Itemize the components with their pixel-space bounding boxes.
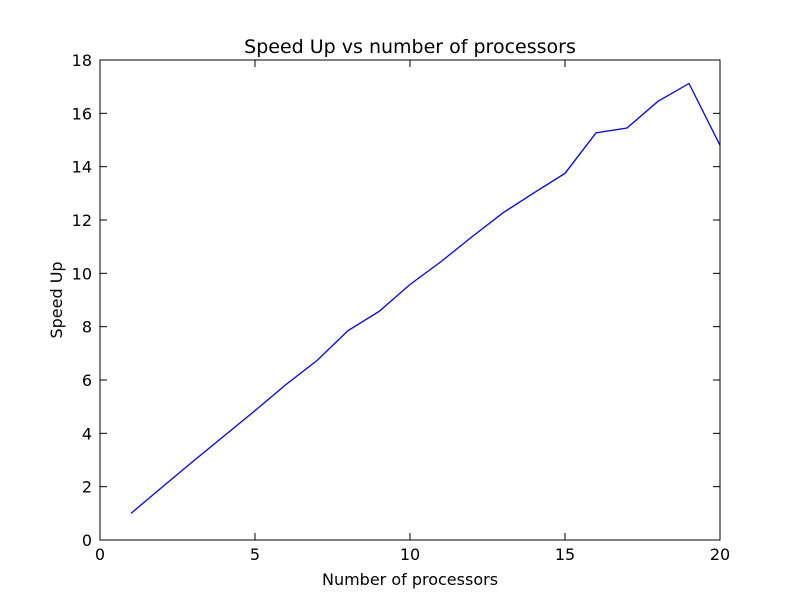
x-tick-label: 15 xyxy=(555,545,575,564)
y-tick-label: 8 xyxy=(82,318,92,337)
y-tick-label: 12 xyxy=(72,211,92,230)
chart-title: Speed Up vs number of processors xyxy=(244,36,576,58)
x-axis: 0 5 10 15 20 xyxy=(95,60,730,564)
y-tick-label: 0 xyxy=(82,531,92,550)
y-tick-label: 4 xyxy=(82,424,92,443)
y-axis: 0 2 4 6 8 10 12 14 16 18 xyxy=(72,51,720,550)
x-tick-label: 0 xyxy=(95,545,105,564)
y-tick-label: 16 xyxy=(72,104,92,123)
y-tick-label: 2 xyxy=(82,478,92,497)
y-tick-label: 14 xyxy=(72,158,92,177)
x-axis-title: Number of processors xyxy=(322,570,498,589)
x-tick-label: 5 xyxy=(250,545,260,564)
y-axis-title: Speed Up xyxy=(47,261,66,338)
y-tick-label: 18 xyxy=(72,51,92,70)
x-tick-label: 20 xyxy=(710,545,730,564)
x-tick-label: 10 xyxy=(400,545,420,564)
y-tick-label: 6 xyxy=(82,371,92,390)
series-line-0 xyxy=(130,82,720,514)
y-tick-label: 10 xyxy=(72,264,92,283)
